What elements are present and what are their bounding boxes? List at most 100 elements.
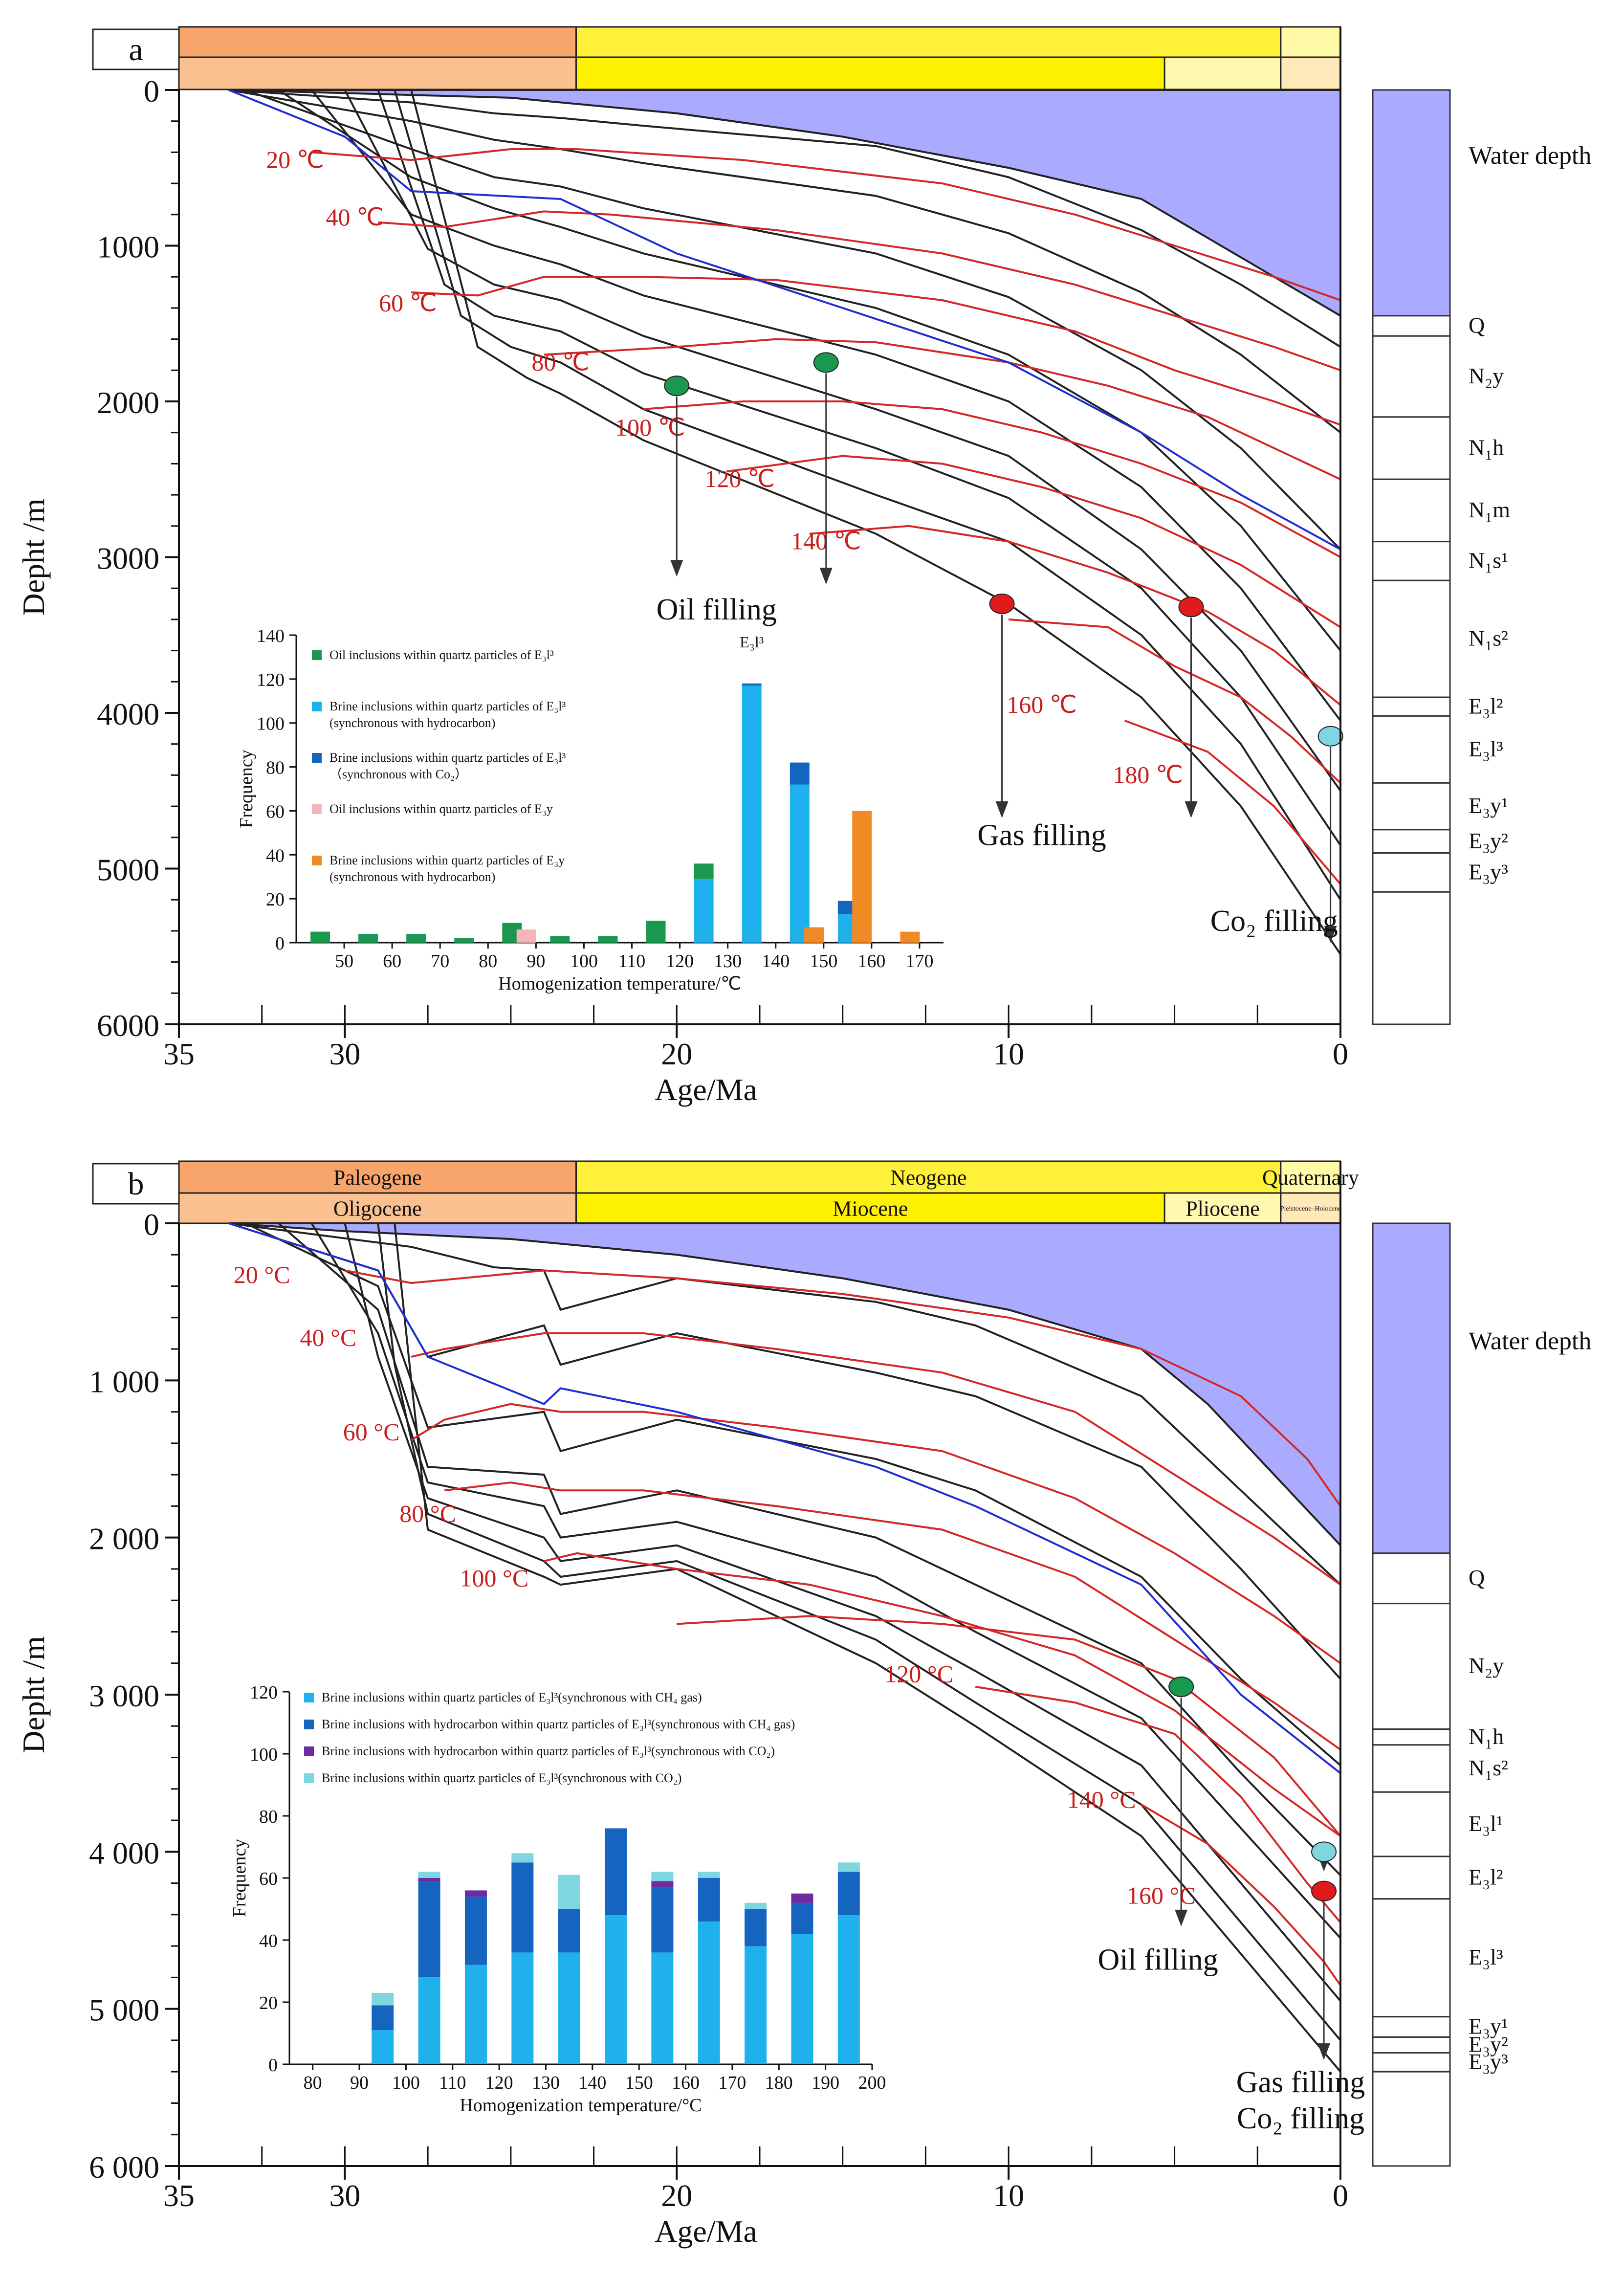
strata-label: E₃l²: [1469, 693, 1503, 718]
x-tick-label: 10: [993, 1037, 1024, 1071]
isotherm-6: [726, 455, 1341, 628]
y-tick-label: 5000: [97, 853, 159, 887]
epoch-band-4: [1280, 56, 1341, 90]
inset-bar-segment: [790, 762, 810, 785]
y-tick-label: 6000: [97, 1008, 159, 1043]
epoch-label: Miocene: [833, 1196, 908, 1220]
inset-bar-segment: [698, 1878, 720, 1922]
strata-unit: [1372, 1898, 1451, 2018]
inset-legend-swatch: [312, 856, 322, 865]
inset-bar-segment: [790, 784, 810, 943]
burial-curve-5: [310, 1222, 1341, 1939]
inset-bar-segment: [742, 683, 762, 686]
inset-x-tick-label: 200: [858, 2073, 886, 2093]
inset-bar-segment: [464, 1890, 487, 1897]
period-band-1: [178, 26, 577, 58]
inset-x-tick-label: 120: [666, 951, 694, 972]
y-axis-title: Depht /m: [16, 499, 51, 616]
inset-legend-label-line-1: Brine inclusions within quartz particles…: [329, 699, 566, 713]
inset-x-tick-label: 100: [392, 2073, 420, 2093]
inset-x-axis-title: Homogenization temperature/℃: [498, 973, 741, 994]
x-tick-label: 0: [1333, 2178, 1348, 2213]
strata-label: E₃y³: [1469, 859, 1508, 884]
inset-y-tick-label: 0: [275, 933, 285, 954]
isotherm-5: [544, 1552, 1341, 1837]
epoch-label: Pliocene: [1185, 1196, 1260, 1220]
x-tick-label: 20: [661, 2178, 692, 2213]
strata-unit: [1372, 2071, 1451, 2167]
inset-bar-segment: [558, 1875, 580, 1909]
inset-x-tick-label: 140: [578, 2073, 606, 2093]
inset-x-tick-label: 80: [304, 2073, 322, 2093]
filling-label: Oil filling: [1097, 1943, 1218, 1976]
inset-bar-segment: [372, 1992, 394, 2006]
inset-y-tick-label: 40: [259, 1931, 278, 1951]
x-tick-label: 35: [163, 1037, 195, 1071]
isotherm-3: [411, 276, 1341, 426]
strata-unit: [1372, 579, 1451, 698]
isotherm-2: [378, 210, 1341, 372]
inset-y-tick-label: 140: [257, 626, 285, 646]
strata-unit: [1372, 696, 1451, 717]
isotherm-1: [311, 148, 1341, 301]
filling-label: Co₂ filling: [1237, 2102, 1364, 2135]
inset-bar-segment: [598, 936, 618, 943]
strata-unit: [1372, 315, 1451, 337]
isotherm-label: 20 ℃: [266, 146, 324, 173]
inset-y-tick-label: 20: [266, 889, 285, 910]
inset-bar-segment: [511, 1952, 534, 2064]
filling-label: Gas filling: [977, 819, 1106, 852]
inset-x-tick-label: 180: [765, 2073, 793, 2093]
epoch-band-4: [1280, 1192, 1341, 1224]
filling-label: Oil filling: [657, 593, 777, 626]
isotherm-label: 80 °C: [399, 1500, 456, 1527]
y-tick-label: 1000: [97, 230, 159, 265]
period-band-3: [1280, 1160, 1341, 1194]
inset-bar-segment: [605, 1915, 627, 2064]
inset-bar-segment: [651, 1887, 674, 1953]
reference-curve: [228, 1222, 1341, 1774]
strata-unit: [1372, 829, 1451, 854]
isotherm-label: 100 °C: [460, 1564, 528, 1591]
filling-marker: [1168, 1676, 1194, 1697]
isotherm-label: 20 °C: [234, 1261, 290, 1288]
inset-bar-segment: [791, 1893, 813, 1903]
inset-x-tick-label: 90: [350, 2073, 369, 2093]
filling-arrow-head: [1185, 801, 1198, 818]
y-tick-label: 5 000: [89, 1993, 159, 2028]
strata-unit: [1372, 478, 1451, 543]
inset-bar-segment: [852, 811, 872, 943]
inset-legend-label-line-1: Brine inclusions within quartz particles…: [329, 751, 566, 765]
isotherm-5: [643, 400, 1341, 558]
inset-y-tick-label: 0: [268, 2055, 278, 2076]
inset-y-tick-label: 120: [257, 670, 285, 690]
isotherm-label: 80 ℃: [531, 348, 590, 375]
isotherm-label: 180 ℃: [1113, 761, 1183, 788]
inset-bar-segment: [558, 1909, 580, 1953]
inset-x-tick-label: 110: [439, 2073, 466, 2093]
inset-legend-label: Brine inclusions within quartz particles…: [322, 1771, 681, 1785]
isotherm-8: [1141, 1804, 1341, 1986]
burial-curve-3: [245, 89, 1341, 551]
inset-legend-label: Brine inclusions with hydrocarbon within…: [322, 1744, 775, 1758]
panel-b: Paleogene Neogene Quaternary Oligocene Mioce…: [16, 1160, 1591, 2249]
isotherm-label: 60 ℃: [379, 289, 437, 316]
isotherm-9: [1124, 720, 1341, 885]
period-band-1: [178, 1160, 577, 1194]
inset-x-tick-label: 110: [618, 951, 646, 972]
inset-legend-label-line-2: (synchronous with hydrocarbon): [329, 716, 495, 730]
inset-bar-segment: [418, 1872, 440, 1878]
inset-bar-segment: [605, 1828, 627, 1916]
inset-legend-swatch: [304, 1720, 314, 1729]
inset-bar-segment: [418, 1977, 440, 2064]
inset-bar-segment: [372, 2030, 394, 2064]
strata-label: E₃y²: [1469, 2032, 1508, 2057]
inset-x-tick-label: 150: [625, 2073, 653, 2093]
inset-x-axis-title: Homogenization temperature/°C: [460, 2095, 702, 2116]
y-tick-label: 1 000: [89, 1364, 159, 1399]
inset-legend-label: Oil inclusions within quartz particles o…: [329, 648, 554, 662]
filling-marker: [1311, 1841, 1337, 1862]
y-tick-label: 6 000: [89, 2150, 159, 2185]
strata-label: E₃l³: [1469, 736, 1503, 761]
inset-bar-segment: [651, 1881, 674, 1888]
